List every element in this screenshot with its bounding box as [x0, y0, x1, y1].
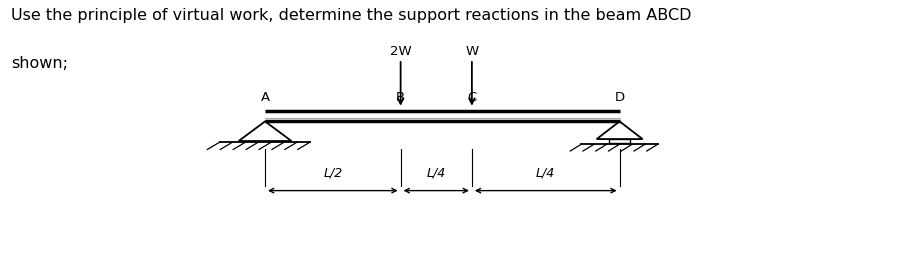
Text: A: A [260, 90, 270, 103]
Text: C: C [467, 90, 476, 103]
Text: 2W: 2W [390, 45, 412, 58]
Text: Use the principle of virtual work, determine the support reactions in the beam A: Use the principle of virtual work, deter… [11, 8, 692, 23]
Text: B: B [396, 90, 405, 103]
Text: L/4: L/4 [536, 166, 555, 179]
Text: L/4: L/4 [427, 166, 446, 179]
Text: L/2: L/2 [323, 166, 343, 179]
Text: W: W [466, 45, 478, 58]
Bar [266, 111, 620, 122]
Bar [609, 139, 630, 144]
Text: D: D [614, 90, 624, 103]
Text: shown;: shown; [11, 56, 68, 71]
